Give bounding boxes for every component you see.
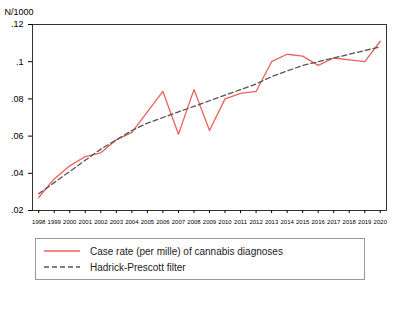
svg-text:.1: .1 [16,57,24,67]
svg-text:2013: 2013 [265,219,279,225]
svg-text:2003: 2003 [110,219,124,225]
svg-text:2017: 2017 [327,219,341,225]
svg-text:2005: 2005 [141,219,155,225]
svg-text:2009: 2009 [203,219,217,225]
svg-text:2001: 2001 [79,219,93,225]
svg-text:.12: .12 [11,19,24,29]
svg-text:2018: 2018 [343,219,357,225]
svg-text:1999: 1999 [48,219,62,225]
svg-text:N/1000: N/1000 [5,7,34,17]
svg-text:.04: .04 [11,168,24,178]
svg-text:2004: 2004 [125,219,139,225]
html-text:Case rate (per mille) of canna: Case rate (per mille) of cannabis diagno… [90,245,283,257]
html-text:Hadrick-Prescott filter: Hadrick-Prescott filter [90,261,186,273]
svg-text:2019: 2019 [358,219,372,225]
svg-text:2000: 2000 [63,219,77,225]
svg-text:2008: 2008 [187,219,201,225]
svg-text:.06: .06 [11,131,24,141]
svg-text:2015: 2015 [296,219,310,225]
svg-text:1998: 1998 [32,219,46,225]
svg-text:2014: 2014 [280,219,294,225]
svg-text:2020: 2020 [374,219,388,225]
svg-text:2011: 2011 [234,219,248,225]
svg-text:2007: 2007 [172,219,186,225]
svg-text:2016: 2016 [312,219,326,225]
svg-text:2006: 2006 [156,219,170,225]
svg-text:2002: 2002 [94,219,108,225]
svg-text:2012: 2012 [249,219,263,225]
svg-text:2010: 2010 [218,219,232,225]
svg-text:.02: .02 [11,205,24,215]
svg-text:.08: .08 [11,94,24,104]
